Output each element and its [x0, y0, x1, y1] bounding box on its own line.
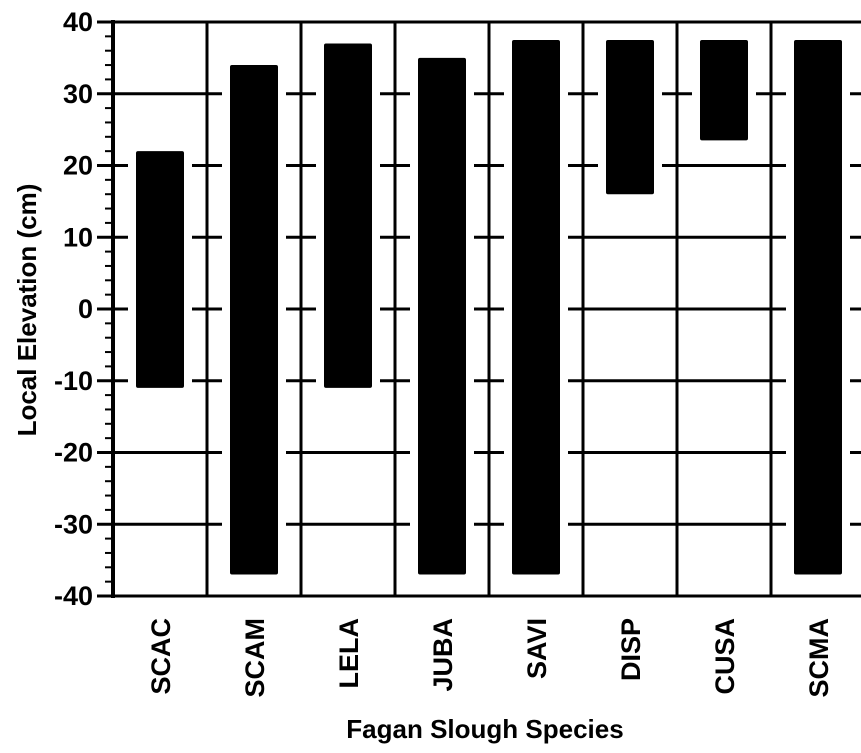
y-tick-label: 20 — [63, 151, 93, 181]
y-tick-label: -40 — [54, 581, 93, 611]
range-bar-juba — [418, 57, 466, 575]
y-axis — [97, 20, 861, 598]
range-bar-cusa — [700, 39, 748, 141]
range-bar-scam — [230, 65, 278, 575]
range-bar-lela — [324, 43, 372, 388]
y-tick-label: 10 — [63, 222, 93, 252]
range-bar-disp — [606, 39, 654, 195]
x-category-label: JUBA — [428, 618, 458, 692]
y-tick-label: -30 — [54, 509, 93, 539]
x-category-labels: SCAC SCAM LELA JUBA SAVI DISP CUSA SCMA — [146, 618, 834, 698]
y-tick-label: 30 — [63, 79, 93, 109]
x-category-label: SAVI — [522, 618, 552, 679]
y-tick-label: -10 — [54, 366, 93, 396]
y-tick-labels: -40 -30 -20 -10 0 10 20 30 40 — [54, 7, 93, 611]
x-category-label: LELA — [334, 618, 364, 689]
x-category-label: DISP — [616, 618, 646, 681]
y-tick-label: 0 — [78, 294, 93, 324]
range-bar-scma — [794, 39, 842, 575]
y-axis-title: Local Elevation (cm) — [12, 184, 42, 437]
x-category-label: SCMA — [804, 618, 834, 698]
x-axis-title: Fagan Slough Species — [346, 714, 623, 744]
y-tick-label: -20 — [54, 438, 93, 468]
range-bar-scac — [136, 151, 184, 388]
range-bar-savi — [512, 39, 560, 575]
x-category-label: SCAM — [240, 618, 270, 698]
x-category-label: CUSA — [710, 618, 740, 695]
x-category-label: SCAC — [146, 618, 176, 695]
range-bars — [128, 31, 850, 583]
y-tick-label: 40 — [63, 7, 93, 37]
